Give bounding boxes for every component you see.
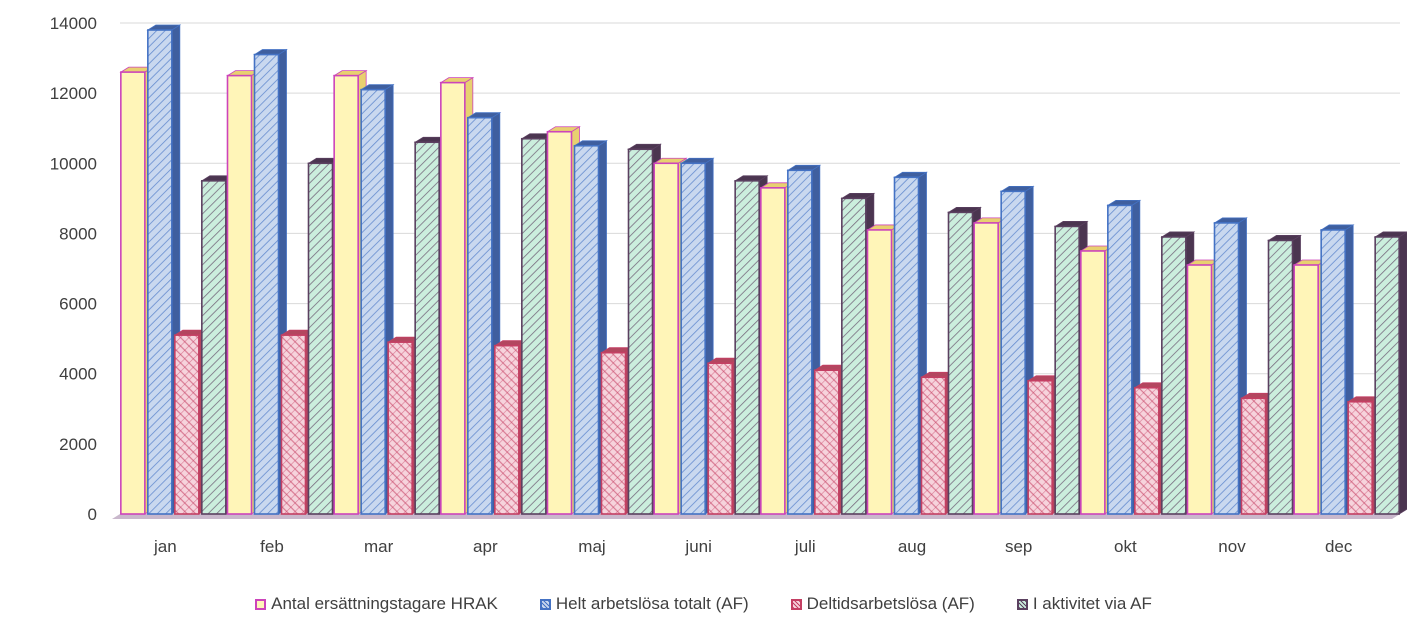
bar <box>226 74 253 515</box>
x-tick-label: maj <box>578 537 605 556</box>
bar <box>707 362 733 515</box>
x-tick-label: juli <box>794 537 816 556</box>
legend-item: Helt arbetslösa totalt (AF) <box>539 594 749 614</box>
y-tick-label: 0 <box>88 505 97 524</box>
x-tick-label: apr <box>473 537 498 556</box>
bar <box>307 162 334 515</box>
bar <box>1267 239 1294 515</box>
bar <box>1213 222 1240 515</box>
bar <box>734 180 760 515</box>
bar <box>1240 397 1267 515</box>
bar <box>1320 229 1346 515</box>
bar <box>893 176 920 515</box>
legend-label: I aktivitet via AF <box>1032 594 1152 613</box>
bar <box>920 376 947 515</box>
bar <box>600 351 627 515</box>
bar <box>387 341 413 515</box>
y-tick-label: 10000 <box>50 154 97 173</box>
bar <box>1080 250 1106 515</box>
bar <box>1347 400 1373 515</box>
legend-swatch <box>790 598 802 610</box>
bar <box>440 81 466 515</box>
floor <box>112 514 1400 519</box>
bar <box>866 229 893 515</box>
bar <box>494 344 520 515</box>
bar <box>546 130 573 515</box>
legend-item: I aktivitet via AF <box>1016 594 1152 614</box>
y-tick-label: 12000 <box>50 84 97 103</box>
bar <box>414 141 440 515</box>
y-tick-label: 6000 <box>59 295 97 314</box>
legend-item: Deltidsarbetslösa (AF) <box>790 594 975 614</box>
x-tick-label: nov <box>1218 537 1246 556</box>
bar <box>120 71 146 515</box>
x-tick-label: mar <box>364 537 394 556</box>
bar-side <box>1398 231 1407 515</box>
bar <box>653 162 679 515</box>
x-tick-label: dec <box>1325 537 1353 556</box>
bar <box>521 137 547 515</box>
x-tick-label: okt <box>1114 537 1137 556</box>
legend-label: Antal ersättningstagare HRAK <box>271 594 498 613</box>
bar <box>1027 379 1053 515</box>
x-tick-label: jan <box>153 537 177 556</box>
bar <box>787 169 813 515</box>
bar <box>201 180 227 515</box>
bar <box>253 53 280 515</box>
bar <box>947 211 974 515</box>
legend-label: Deltidsarbetslösa (AF) <box>806 594 975 613</box>
bar <box>1186 264 1213 515</box>
legend-label: Helt arbetslösa totalt (AF) <box>555 594 749 613</box>
bar <box>760 187 786 515</box>
y-tick-label: 4000 <box>59 365 97 384</box>
bar <box>1374 236 1400 515</box>
bar <box>573 144 600 515</box>
x-tick-label: sep <box>1005 537 1032 556</box>
y-tick-label: 14000 <box>50 14 97 33</box>
bar-chart: 0 2000 4000 6000 8000 10000 12000 14000 jan feb ma… <box>50 14 1407 556</box>
bar <box>680 162 706 515</box>
legend-swatch <box>539 598 551 610</box>
bar <box>814 369 840 515</box>
bar <box>1054 225 1080 515</box>
bar <box>1000 190 1026 515</box>
bar <box>333 74 359 515</box>
y-tick-label: 8000 <box>59 224 97 243</box>
bar <box>1107 204 1133 515</box>
bar <box>147 29 173 515</box>
legend: Antal ersättningstagare HRAK Helt arbets… <box>0 594 1407 614</box>
legend-swatch <box>1016 598 1028 610</box>
x-tick-label: aug <box>898 537 926 556</box>
x-tick-label: feb <box>260 537 284 556</box>
bar <box>467 116 493 515</box>
bar <box>280 334 307 515</box>
bar <box>174 334 200 515</box>
bar <box>973 222 999 515</box>
x-tick-label: juni <box>684 537 711 556</box>
bar <box>1293 264 1319 515</box>
bar <box>1161 236 1187 515</box>
bar <box>841 197 867 515</box>
y-tick-label: 2000 <box>59 435 97 454</box>
legend-swatch <box>255 598 267 610</box>
bar <box>1134 386 1160 515</box>
legend-item: Antal ersättningstagare HRAK <box>255 594 498 614</box>
bar <box>627 148 654 515</box>
bar <box>360 88 386 515</box>
